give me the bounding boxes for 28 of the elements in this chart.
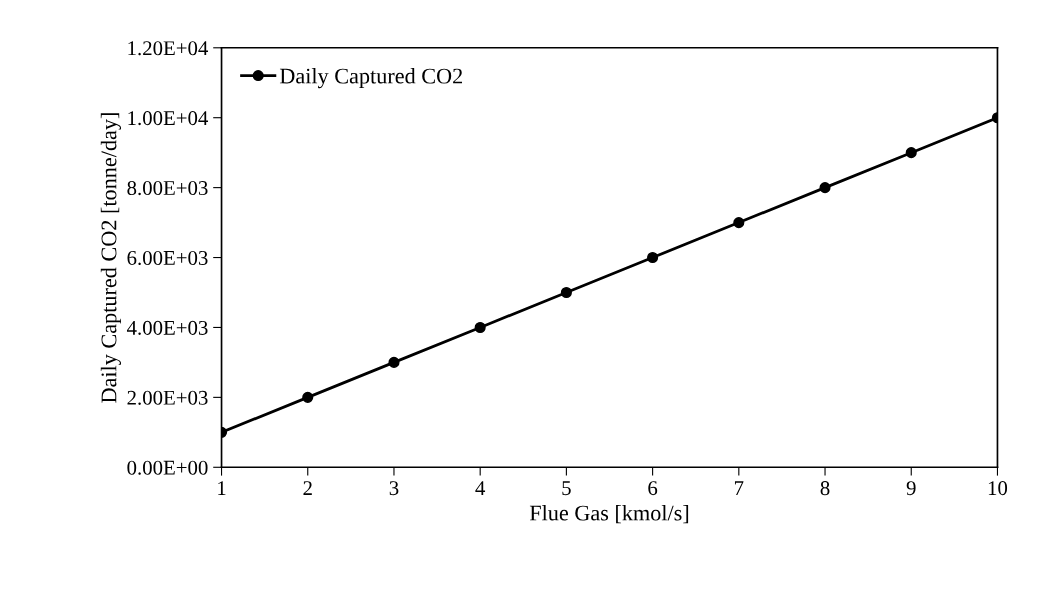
- x-tick-label: 1: [218, 481, 226, 495]
- y-tick-label: 6.00E+03: [127, 250, 208, 266]
- point: [474, 321, 486, 334]
- y-tick-label: 1.20E+04: [128, 41, 209, 56]
- point: [647, 251, 659, 264]
- x-tick-label: 5: [562, 481, 571, 496]
- y-tick-label: 0.00E+00: [127, 460, 208, 475]
- x-tick-label: 4: [475, 481, 486, 495]
- point: [560, 286, 572, 299]
- y-tick-label: 8.00E+03: [127, 180, 208, 196]
- y-tick-label: 2.00E+03: [127, 390, 208, 405]
- x-tick-label: 7: [734, 481, 744, 495]
- point: [905, 147, 917, 159]
- x-tick-label: 2: [303, 481, 312, 495]
- y-tick-label: 1.00E+04: [128, 111, 209, 126]
- legend-label: Daily Captured CO2: [279, 67, 463, 89]
- point: [819, 182, 831, 194]
- x-axis-title: Flue Gas [kmol/s]: [529, 504, 689, 524]
- x-tick-label: 3: [389, 481, 399, 496]
- y-tick-label: 4.00E+03: [126, 320, 208, 335]
- x-tick-label: 9: [906, 481, 916, 496]
- point: [733, 217, 745, 229]
- point: [302, 391, 314, 403]
- x-tick-label: 8: [820, 481, 830, 496]
- point: [388, 356, 400, 368]
- x-tick-label: 6: [648, 481, 658, 496]
- x-tick-label: 10: [988, 481, 1008, 496]
- y-axis-title: Daily Captured CO2 [tonne/day]: [100, 113, 122, 403]
